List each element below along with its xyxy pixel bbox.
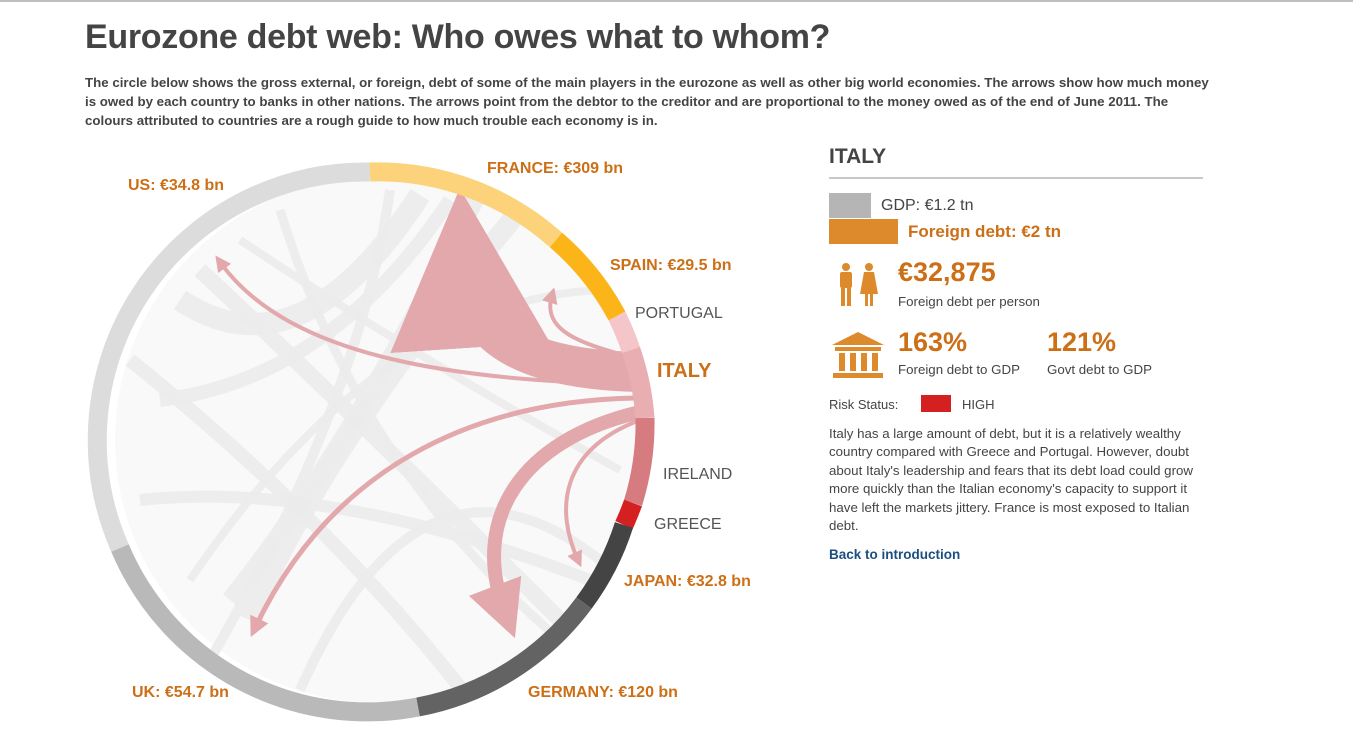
label-us[interactable]: US: €34.8 bn bbox=[128, 177, 224, 194]
label-ireland[interactable]: IRELAND bbox=[663, 466, 732, 483]
per-person-label: Foreign debt per person bbox=[898, 294, 1040, 309]
arrow-italy-to-us bbox=[215, 255, 641, 387]
italy-debt-arrows bbox=[215, 188, 642, 639]
risk-status-label: Risk Status: bbox=[829, 397, 899, 412]
label-italy[interactable]: ITALY bbox=[657, 360, 712, 382]
govt-debt-value: 121% bbox=[1047, 327, 1117, 357]
arrow-italy-to-france bbox=[390, 188, 641, 392]
per-person-value: €32,875 bbox=[898, 257, 996, 287]
arc-portugal[interactable] bbox=[608, 311, 641, 354]
foreign-debt-text: Foreign debt: €2 tn bbox=[908, 221, 1061, 241]
arc-ireland[interactable] bbox=[623, 417, 655, 506]
risk-status-value: HIGH bbox=[962, 397, 995, 412]
gdp-bar bbox=[829, 193, 871, 218]
govt-debt-label: Govt debt to GDP bbox=[1047, 362, 1152, 377]
arc-uk[interactable] bbox=[111, 544, 420, 722]
arc-germany[interactable] bbox=[416, 597, 592, 717]
foreign-debt-bar bbox=[829, 219, 898, 244]
people-icon bbox=[840, 263, 878, 306]
country-detail-panel: ITALY GDP: €1.2 tn Foreign debt: €2 tn €… bbox=[829, 145, 1203, 562]
gdp-text: GDP: €1.2 tn bbox=[881, 196, 974, 214]
top-border bbox=[0, 0, 1353, 2]
page-title: Eurozone debt web: Who owes what to whom… bbox=[85, 18, 831, 56]
debt-to-gdp-label: Foreign debt to GDP bbox=[898, 362, 1020, 377]
debt-chord-diagram: US: €34.8 bn FRANCE: €309 bn SPAIN: €29.… bbox=[87, 160, 751, 722]
label-uk[interactable]: UK: €54.7 bn bbox=[132, 684, 229, 701]
country-description: Italy has a large amount of debt, but it… bbox=[829, 426, 1193, 534]
debt-to-gdp-value: 163% bbox=[898, 327, 968, 357]
back-to-introduction-link[interactable]: Back to introduction bbox=[829, 547, 961, 562]
arrow-italy-to-germany bbox=[468, 405, 642, 639]
arc-spain[interactable] bbox=[549, 232, 626, 321]
arc-japan[interactable] bbox=[576, 521, 634, 609]
label-spain[interactable]: SPAIN: €29.5 bn bbox=[610, 257, 732, 274]
label-france[interactable]: FRANCE: €309 bn bbox=[487, 160, 623, 177]
label-greece[interactable]: GREECE bbox=[654, 516, 722, 533]
country-arcs bbox=[87, 162, 655, 722]
arrow-italy-to-japan bbox=[564, 418, 641, 568]
arc-italy[interactable] bbox=[621, 346, 655, 419]
gdp-row: GDP: €1.2 tn bbox=[829, 193, 974, 218]
intro-text: The circle below shows the gross externa… bbox=[85, 75, 1209, 128]
arc-greece[interactable] bbox=[615, 499, 642, 529]
panel-country-title: ITALY bbox=[829, 145, 1203, 179]
label-japan[interactable]: JAPAN: €32.8 bn bbox=[624, 573, 751, 590]
risk-status-swatch bbox=[921, 395, 951, 412]
bank-building-icon bbox=[832, 332, 884, 378]
label-portugal[interactable]: PORTUGAL bbox=[635, 305, 723, 322]
arc-france[interactable] bbox=[369, 162, 563, 248]
foreign-debt-row: Foreign debt: €2 tn bbox=[829, 219, 1061, 244]
arc-us[interactable] bbox=[87, 162, 371, 552]
arrow-italy-to-uk bbox=[250, 395, 641, 638]
label-germany[interactable]: GERMANY: €120 bn bbox=[528, 684, 678, 701]
